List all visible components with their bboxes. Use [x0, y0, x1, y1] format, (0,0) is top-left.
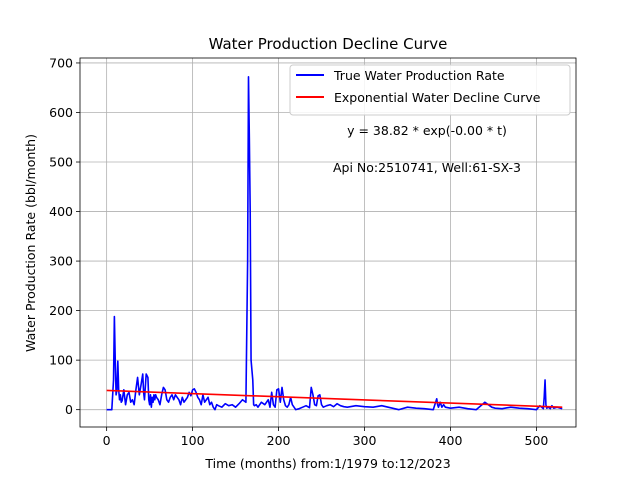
y-tick-label: 500: [49, 155, 73, 170]
well-annotation: Api No:2510741, Well:61-SX-3: [333, 160, 521, 175]
axis-ticks: 0 100 200 300 400 500 0 100 200 300 400 500 600 700: [49, 55, 548, 448]
legend: True Water Production Rate Exponential W…: [289, 64, 571, 116]
legend-box: [289, 64, 571, 116]
x-tick-label: 0: [103, 433, 111, 448]
chart-title: Water Production Decline Curve: [209, 35, 448, 53]
plot-frame: [79, 57, 577, 428]
legend-label-true-rate: True Water Production Rate: [333, 68, 505, 83]
y-tick-label: 400: [49, 204, 73, 219]
x-tick-label: 500: [525, 433, 549, 448]
exponential-decline-line: [106, 389, 563, 408]
y-tick-label: 600: [49, 105, 73, 120]
x-axis-label: Time (months) from:1/1979 to:12/2023: [204, 456, 450, 471]
equation-annotation: y = 38.82 * exp(-0.00 * t): [347, 123, 507, 138]
x-tick-label: 200: [267, 433, 291, 448]
y-tick-label: 300: [49, 254, 73, 269]
plot-area: [106, 76, 563, 411]
y-tick-label: 0: [65, 402, 73, 417]
y-tick-label: 700: [49, 55, 73, 70]
true-water-production-line: [106, 76, 563, 411]
x-tick-label: 300: [353, 433, 377, 448]
y-tick-label: 100: [49, 353, 73, 368]
y-axis-label: Water Production Rate (bbl/month): [23, 134, 38, 352]
x-tick-label: 400: [439, 433, 463, 448]
x-tick-label: 100: [181, 433, 205, 448]
legend-label-decline-curve: Exponential Water Decline Curve: [334, 90, 541, 105]
series-layer: [106, 76, 563, 411]
y-tick-label: 200: [49, 303, 73, 318]
grid-lines: [80, 58, 576, 427]
